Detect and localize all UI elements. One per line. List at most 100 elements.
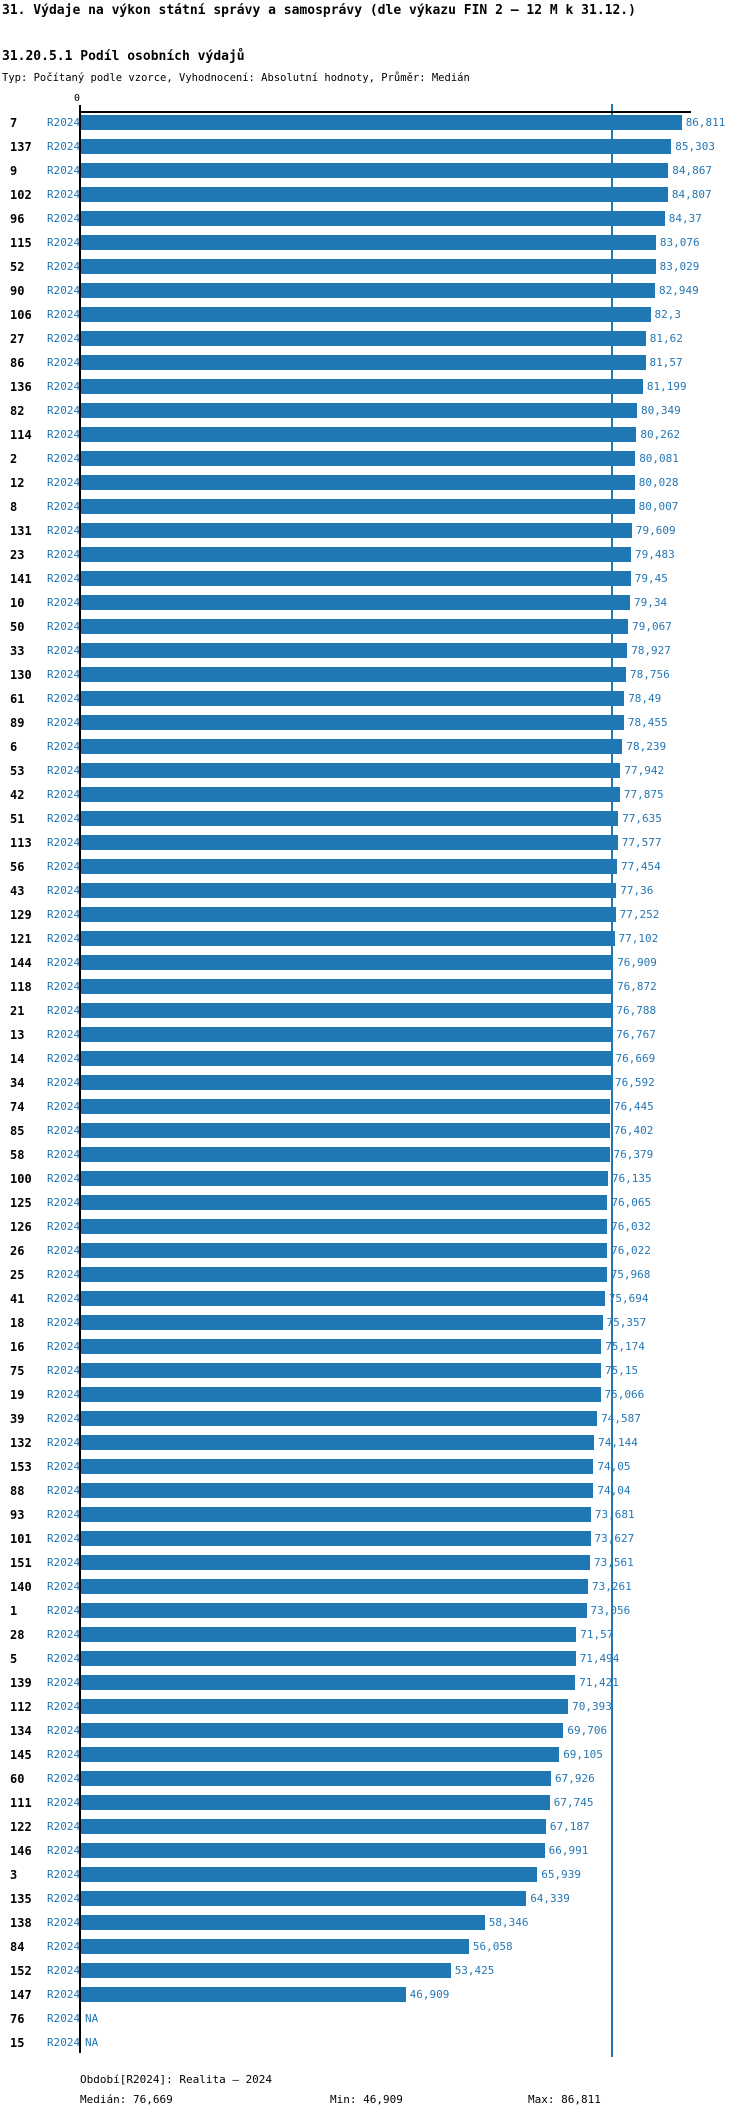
bar — [81, 1291, 605, 1306]
bar-value-label: 74,587 — [601, 1412, 641, 1425]
row-period-label: R2024 — [47, 1124, 81, 1137]
table-row: 51 R2024 77,635 — [0, 807, 750, 831]
bar — [81, 1099, 610, 1114]
footer-period-label: Období[R2024]: Realita – 2024 — [80, 2073, 273, 2086]
bar-value-label: 75,174 — [605, 1340, 645, 1353]
bar-value-label: 77,577 — [621, 836, 662, 849]
bar-value-label: 67,926 — [555, 1772, 595, 1785]
row-id-label: 34 — [10, 1076, 25, 1090]
row-period-label: R2024 — [47, 476, 81, 489]
table-row: 43 R2024 77,36 — [0, 879, 750, 903]
row-id-label: 113 — [10, 836, 32, 850]
table-row: 139 R2024 71,421 — [0, 1671, 750, 1695]
bar-value-label: 76,065 — [611, 1196, 652, 1209]
bar-value-label: 79,45 — [634, 572, 668, 585]
table-row: 13 R2024 76,767 — [0, 1023, 750, 1047]
row-period-label: R2024 — [47, 1364, 81, 1377]
row-period-label: R2024 — [47, 1604, 81, 1617]
row-period-label: R2024 — [47, 548, 81, 561]
bar — [81, 907, 616, 922]
row-period-label: R2024 — [47, 356, 81, 369]
bar-value-label: 73,681 — [594, 1508, 635, 1521]
row-period-label: R2024 — [47, 260, 81, 273]
row-period-label: R2024 — [47, 836, 81, 849]
table-row: 26 R2024 76,022 — [0, 1239, 750, 1263]
row-period-label: R2024 — [47, 1436, 81, 1449]
bar-value-label: 64,339 — [530, 1892, 570, 1905]
row-id-label: 42 — [10, 788, 25, 802]
table-row: 28 R2024 71,57 — [0, 1623, 750, 1647]
bar — [81, 1219, 608, 1234]
bar — [81, 931, 615, 946]
row-period-label: R2024 — [47, 572, 81, 585]
bar-value-label: 77,36 — [620, 884, 654, 897]
bar — [81, 811, 619, 826]
bar-chart: 7 R2024 86,811 137 R2024 85,303 9 R2024 … — [0, 111, 750, 2055]
row-id-label: 58 — [10, 1148, 25, 1162]
bar — [81, 523, 632, 538]
row-id-label: 130 — [10, 668, 32, 682]
bar — [81, 475, 635, 490]
bar — [81, 1315, 603, 1330]
table-row: 118 R2024 76,872 — [0, 975, 750, 999]
row-id-label: 115 — [10, 236, 32, 250]
bar — [81, 211, 665, 226]
row-period-label: R2024 — [47, 1100, 81, 1113]
row-id-label: 13 — [10, 1028, 25, 1042]
row-id-label: 6 — [10, 740, 18, 754]
bar — [81, 1459, 594, 1474]
row-id-label: 126 — [10, 1220, 32, 1234]
bar — [81, 235, 656, 250]
bar — [81, 307, 651, 322]
bar — [81, 1891, 527, 1906]
bar-value-label: 77,454 — [621, 860, 661, 873]
bar — [81, 1699, 569, 1714]
table-row: 75 R2024 75,15 — [0, 1359, 750, 1383]
table-row: 138 R2024 58,346 — [0, 1911, 750, 1935]
row-period-label: R2024 — [47, 1196, 81, 1209]
bar — [81, 187, 668, 202]
row-period-label: R2024 — [47, 1004, 81, 1017]
bar-value-label: 74,144 — [598, 1436, 638, 1449]
row-id-label: 74 — [10, 1100, 25, 1114]
bar — [81, 859, 617, 874]
bar — [81, 1531, 591, 1546]
bar — [81, 1963, 451, 1978]
bar-value-label: 76,767 — [616, 1028, 656, 1041]
bar — [81, 139, 672, 154]
row-period-label: R2024 — [47, 236, 81, 249]
bar-value-label: 77,102 — [618, 932, 659, 945]
bar-value-label: 85,303 — [675, 140, 716, 153]
row-id-label: 89 — [10, 716, 25, 730]
row-id-label: 7 — [10, 116, 18, 130]
table-row: 121 R2024 77,102 — [0, 927, 750, 951]
bar — [81, 1795, 550, 1810]
table-row: 147 R2024 46,909 — [0, 1983, 750, 2007]
median-line — [610, 104, 613, 2057]
row-id-label: 23 — [10, 548, 25, 562]
row-period-label: R2024 — [47, 1652, 81, 1665]
bar — [81, 643, 628, 658]
footer-min-label: Min: 46,909 — [330, 2093, 403, 2106]
bar — [81, 1195, 608, 1210]
table-row: 42 R2024 77,875 — [0, 783, 750, 807]
row-id-label: 28 — [10, 1628, 25, 1642]
table-row: 111 R2024 67,745 — [0, 1791, 750, 1815]
bar-value-label: 77,252 — [619, 908, 660, 921]
table-row: 125 R2024 76,065 — [0, 1191, 750, 1215]
footer-max-label: Max: 86,811 — [528, 2093, 601, 2106]
row-period-label: R2024 — [47, 812, 81, 825]
bar-value-label: 76,379 — [613, 1148, 654, 1161]
table-row: 5 R2024 71,494 — [0, 1647, 750, 1671]
row-id-label: 56 — [10, 860, 25, 874]
table-row: 141 R2024 79,45 — [0, 567, 750, 591]
bar-value-label: 71,421 — [579, 1676, 619, 1689]
table-row: 85 R2024 76,402 — [0, 1119, 750, 1143]
table-row: 145 R2024 69,105 — [0, 1743, 750, 1767]
row-id-label: 25 — [10, 1268, 25, 1282]
bar — [81, 619, 629, 634]
page-title: 31. Výdaje na výkon státní správy a samo… — [2, 3, 636, 18]
bar — [81, 1363, 601, 1378]
bar — [81, 1651, 576, 1666]
table-row: 19 R2024 75,066 — [0, 1383, 750, 1407]
